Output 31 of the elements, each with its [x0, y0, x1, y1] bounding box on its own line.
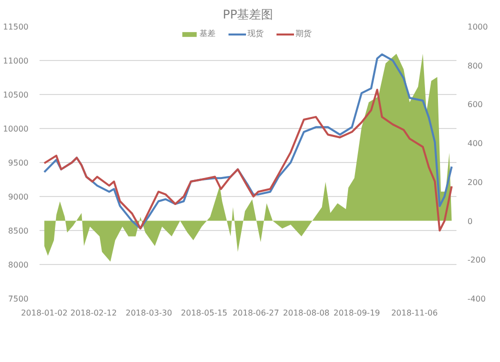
y2-tick-label: -200: [468, 256, 486, 265]
y2-tick-label: 600: [468, 100, 483, 110]
y-tick-label: 10500: [3, 90, 29, 100]
y-tick-label: 7500: [8, 294, 28, 304]
chart-title: PP基差图: [222, 8, 274, 22]
x-tick-label: 2018-09-19: [334, 308, 380, 318]
x-tick-label: 2018-03-30: [126, 308, 172, 318]
x-tick-label: 2018-08-08: [283, 308, 330, 318]
x-tick-label: 2018-02-12: [70, 308, 117, 318]
y2-tick-label: 0: [468, 216, 473, 226]
y2-tick-label: -400: [468, 294, 486, 304]
y2-tick-label: 1000: [468, 22, 488, 32]
legend-label: 期货: [296, 28, 312, 39]
x-tick-label: 2018-11-06: [391, 308, 438, 318]
y-tick-label: 10000: [3, 124, 29, 134]
y2-tick-label: 200: [468, 178, 483, 187]
legend-label: 现货: [248, 28, 264, 39]
y-tick-label: 8000: [8, 260, 28, 270]
y-tick-label: 11500: [3, 22, 29, 32]
y-tick-label: 9500: [8, 158, 28, 168]
y2-tick-label: 800: [468, 61, 483, 70]
legend-label: 基差: [200, 28, 216, 39]
y2-tick-label: 400: [468, 139, 483, 148]
y-tick-label: 8500: [8, 226, 28, 236]
x-tick-label: 2018-06-27: [232, 308, 280, 318]
x-tick-label: 2018-05-15: [180, 308, 228, 318]
x-tick-label: 2018-01-02: [21, 308, 68, 318]
line-series: [43, 88, 453, 232]
line-series: [43, 53, 453, 230]
y-tick-label: 11000: [3, 56, 29, 66]
y-tick-label: 9000: [8, 192, 28, 202]
